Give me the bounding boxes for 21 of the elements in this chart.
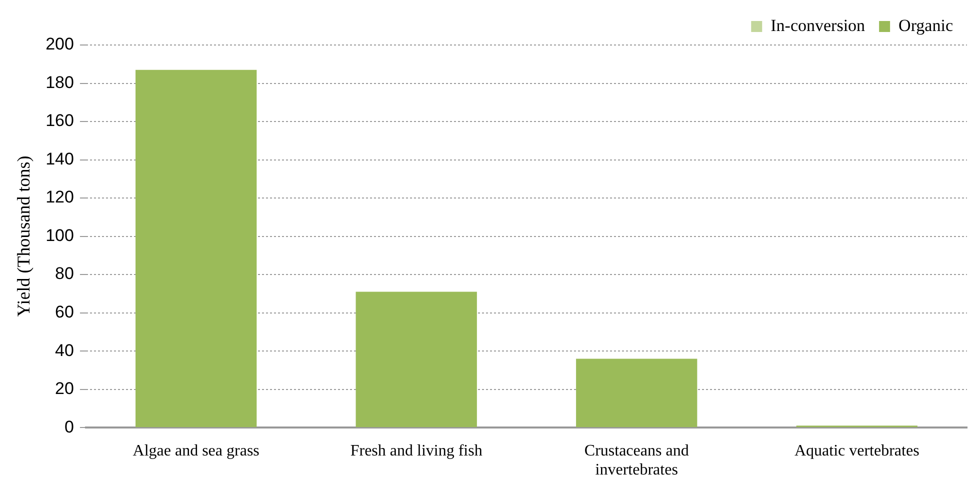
y-tick-label: 180 (46, 72, 74, 92)
y-tick-label: 100 (46, 226, 74, 245)
legend-label: Organic (898, 16, 954, 35)
y-tick-label: 160 (46, 111, 74, 130)
x-tick-label: Fresh and living fish (350, 442, 482, 460)
y-tick-label: 60 (55, 302, 74, 322)
x-tick-label: Algae and sea grass (132, 442, 260, 460)
y-tick-label: 140 (46, 149, 74, 168)
y-tick-label: 0 (64, 417, 74, 436)
y-tick-label: 80 (55, 264, 74, 284)
legend-label: In-conversion (770, 16, 866, 35)
bar (576, 358, 698, 428)
bar (356, 292, 477, 428)
x-tick-label: Aquatic vertebrates (794, 442, 920, 460)
y-axis-title: Yield (Thousand tons) (14, 156, 34, 317)
bar (136, 70, 257, 428)
y-tick-label: 40 (55, 340, 74, 360)
x-tick-label: Crustaceans and invertebrates (584, 442, 689, 479)
y-tick-label: 120 (46, 188, 74, 207)
y-tick-label: 20 (55, 379, 74, 398)
y-tick-label: 200 (46, 34, 74, 54)
